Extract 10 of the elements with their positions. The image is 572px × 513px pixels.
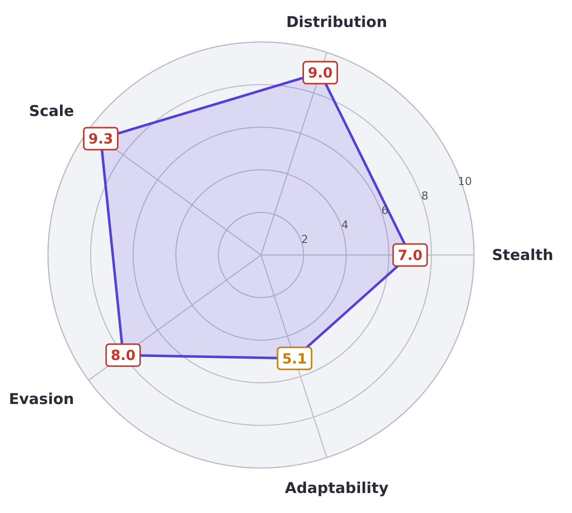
y-tick-label: 4 <box>341 218 348 232</box>
spoke-label: Evasion <box>8 390 74 408</box>
y-tick-label: 10 <box>458 174 472 188</box>
spoke-label: Adaptability <box>284 479 389 498</box>
y-tick-label: 6 <box>381 204 388 217</box>
spoke-label: Stealth <box>492 246 554 264</box>
y-tick-label: 8 <box>421 189 428 202</box>
y-tick-label: 2 <box>301 233 308 246</box>
spoke-label: Distribution <box>286 12 388 31</box>
spoke-label: Scale <box>28 102 74 120</box>
